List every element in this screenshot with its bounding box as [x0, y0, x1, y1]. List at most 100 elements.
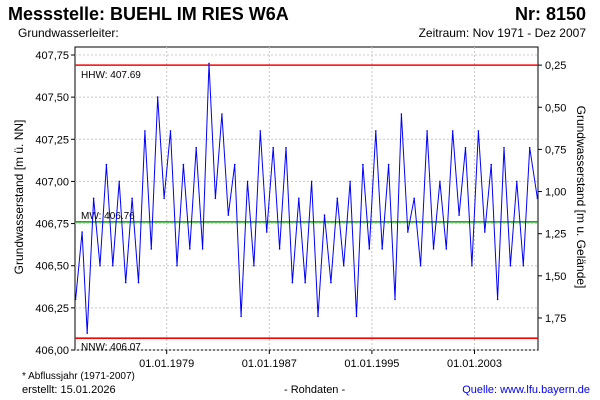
reference-line-label: MW: 406.76	[81, 211, 135, 222]
data-point	[81, 231, 83, 233]
created-date: erstellt: 15.01.2026	[22, 384, 116, 396]
data-point	[368, 248, 371, 250]
data-point	[156, 96, 159, 98]
y-right-tick-label: 0,25	[545, 60, 566, 72]
data-point	[291, 281, 294, 284]
data-point	[182, 163, 185, 166]
data-point	[536, 197, 539, 200]
x-tick-label: 01.01.2003	[447, 358, 502, 370]
data-point	[336, 197, 339, 200]
data-point	[253, 264, 255, 267]
y-tick-label: 406,75	[35, 219, 69, 231]
data-point	[471, 264, 473, 267]
data-point	[317, 315, 319, 318]
data-point	[176, 264, 178, 267]
data-point	[375, 130, 377, 132]
source-link[interactable]: Quelle: www.lfu.bayern.de	[462, 384, 590, 396]
y-tick-label: 407,50	[35, 92, 69, 104]
y-tick-label: 406,50	[35, 261, 69, 273]
data-point	[259, 130, 262, 132]
data-point	[265, 231, 268, 233]
data-point	[394, 298, 396, 301]
data-point	[445, 248, 448, 250]
data-point	[464, 146, 467, 149]
data-point	[112, 264, 114, 267]
data-point	[484, 231, 486, 233]
data-point	[503, 146, 505, 149]
x-tick-label: 01.01.1987	[242, 358, 297, 370]
data-point	[285, 146, 287, 149]
station-number: Nr: 8150	[514, 4, 586, 24]
data-point	[150, 248, 153, 250]
data-point	[451, 130, 454, 132]
aquifer-label: Grundwasserleiter:	[18, 26, 119, 40]
data-point	[439, 180, 441, 183]
data-point	[105, 163, 108, 166]
y-tick-label: 406,25	[35, 303, 69, 315]
data-point	[419, 264, 422, 267]
data-point	[407, 231, 409, 233]
data-point	[413, 197, 416, 200]
y-axis-label-right: Grundwasserstand [m u. Gelände]	[574, 106, 588, 289]
data-point	[342, 264, 345, 267]
data-point	[163, 197, 165, 200]
data-point	[86, 332, 88, 334]
y-tick-label: 407,00	[35, 176, 69, 188]
footnote: * Abflussjahr (1971-2007)	[22, 371, 135, 382]
data-point	[509, 264, 512, 267]
data-point	[240, 315, 242, 318]
data-point	[400, 113, 403, 115]
data-point	[387, 163, 390, 166]
y-tick-label: 407,25	[35, 134, 69, 146]
station-title: Messstelle: BUEHL IM RIES W6A	[8, 4, 289, 24]
raw-data-label: - Rohdaten -	[284, 384, 346, 396]
data-point	[233, 163, 236, 166]
data-point	[137, 281, 140, 284]
data-point	[131, 197, 133, 200]
data-point	[272, 146, 275, 149]
data-point	[208, 62, 210, 65]
data-point	[496, 298, 499, 301]
period-label: Zeitraum: Nov 1971 - Dez 2007	[418, 26, 586, 40]
data-point	[528, 146, 531, 149]
y-tick-label: 406,00	[35, 345, 69, 357]
data-point	[221, 113, 223, 115]
data-point	[201, 248, 204, 250]
data-point	[278, 248, 281, 250]
y-tick-label: 407,75	[35, 50, 69, 62]
y-right-tick-label: 1,25	[545, 229, 566, 241]
reference-line-label: NNW: 406.07	[81, 342, 141, 353]
data-point	[362, 163, 364, 166]
data-point	[227, 214, 230, 216]
y-right-tick-label: 1,50	[545, 271, 566, 283]
x-tick-label: 01.01.1979	[139, 358, 194, 370]
data-point	[124, 281, 127, 284]
data-point	[516, 180, 518, 183]
y-right-tick-label: 0,75	[545, 144, 566, 156]
data-point	[304, 281, 307, 284]
y-right-tick-label: 0,50	[545, 102, 566, 114]
data-point	[522, 264, 525, 267]
y-right-tick-label: 1,00	[545, 187, 566, 199]
data-point	[169, 130, 172, 132]
data-point	[99, 264, 101, 267]
data-point	[458, 214, 460, 216]
data-point	[432, 248, 435, 250]
data-point	[330, 281, 332, 284]
data-point	[118, 180, 120, 183]
y-axis-label-left: Grundwasserstand [m ü. NN]	[12, 120, 26, 275]
data-point	[381, 248, 384, 250]
data-point	[426, 130, 428, 132]
data-point	[246, 180, 249, 183]
data-point	[195, 146, 197, 149]
x-tick-label: 01.01.1995	[344, 358, 399, 370]
data-point	[477, 130, 480, 132]
data-point	[74, 298, 77, 301]
data-point	[490, 163, 493, 166]
data-point	[92, 197, 95, 200]
data-point	[298, 197, 300, 200]
data-point	[323, 214, 326, 216]
reference-line-label: HHW: 407.69	[81, 70, 141, 81]
data-point	[214, 197, 217, 200]
data-point	[349, 180, 351, 183]
